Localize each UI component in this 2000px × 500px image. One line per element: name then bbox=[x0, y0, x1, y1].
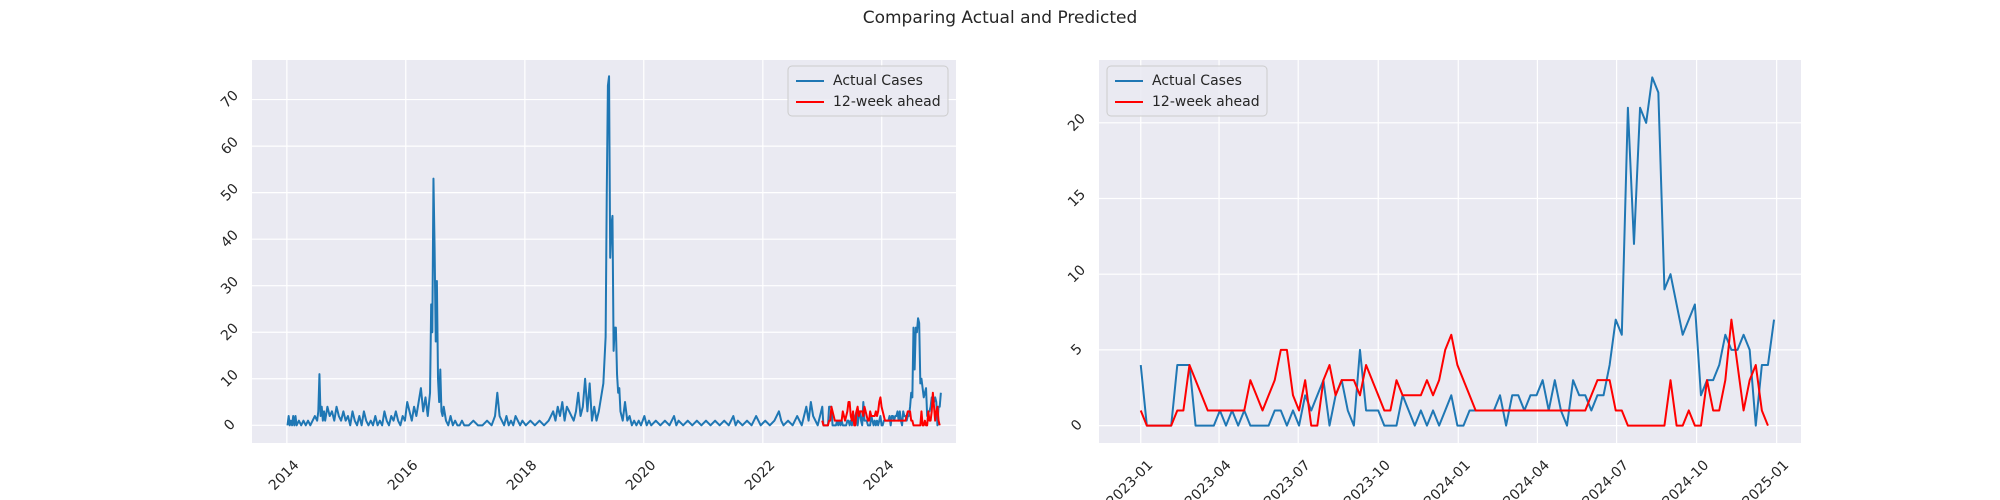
legend: Actual Cases 12-week ahead bbox=[787, 65, 949, 117]
x-tick-label: 2022 bbox=[742, 457, 779, 494]
x-tick-label: 2014 bbox=[266, 457, 303, 494]
legend-box bbox=[1106, 65, 1268, 117]
x-tick-label: 2024-04 bbox=[1500, 457, 1553, 500]
plot-area bbox=[1099, 60, 1801, 443]
y-tick-label: 60 bbox=[218, 134, 242, 158]
x-tick-label: 2018 bbox=[504, 457, 541, 494]
figure-title: Comparing Actual and Predicted bbox=[862, 8, 1138, 28]
x-tick-label: 2024 bbox=[861, 457, 898, 494]
x-tick-label: 2016 bbox=[385, 457, 422, 494]
chart-panel-2: 0 5 10 15 20 2023-01 2023-04 2023-07 2023-10 2024… bbox=[1065, 60, 1801, 500]
x-tick-label: 2025-01 bbox=[1740, 457, 1793, 500]
x-tick-label: 2024-10 bbox=[1660, 457, 1713, 500]
legend-label: 12-week ahead bbox=[1152, 94, 1260, 110]
series-line-predicted bbox=[1139, 318, 1769, 427]
x-tick-label: 2023-10 bbox=[1341, 457, 1394, 500]
y-tick-label: 10 bbox=[1065, 262, 1089, 286]
y-tick-label: 0 bbox=[1068, 417, 1086, 435]
y-tick-label: 50 bbox=[218, 181, 242, 205]
series-line-actual-cases bbox=[1139, 76, 1776, 427]
legend: Actual Cases 12-week ahead bbox=[1106, 65, 1268, 117]
x-tick-label: 2023-01 bbox=[1104, 457, 1157, 500]
x-tick-label: 2023-07 bbox=[1261, 457, 1314, 500]
y-tick-label: 15 bbox=[1065, 187, 1089, 211]
y-tick-label: 0 bbox=[221, 417, 239, 435]
legend-label: Actual Cases bbox=[833, 73, 923, 89]
x-tick-label: 2020 bbox=[623, 457, 660, 494]
legend-label: 12-week ahead bbox=[833, 94, 941, 110]
y-tick-label: 20 bbox=[218, 320, 242, 344]
legend-box bbox=[787, 65, 949, 117]
legend-label: Actual Cases bbox=[1152, 73, 1242, 89]
series-line-predicted bbox=[821, 391, 941, 427]
y-tick-label: 20 bbox=[1065, 111, 1089, 135]
x-tick-label: 2024-07 bbox=[1580, 457, 1633, 500]
y-tick-label: 70 bbox=[218, 88, 242, 112]
x-tick-label: 2024-01 bbox=[1421, 457, 1474, 500]
x-tick-label: 2023-04 bbox=[1182, 457, 1235, 500]
y-tick-label: 10 bbox=[218, 367, 242, 391]
y-tick-label: 30 bbox=[218, 274, 242, 298]
y-tick-label: 5 bbox=[1068, 341, 1086, 359]
y-tick-label: 40 bbox=[218, 227, 242, 251]
series-line-actual-cases bbox=[286, 75, 942, 427]
chart-panel-1: 0 10 20 30 40 50 60 70 2014 2016 2018 2020 2022 2024 A… bbox=[218, 60, 956, 494]
